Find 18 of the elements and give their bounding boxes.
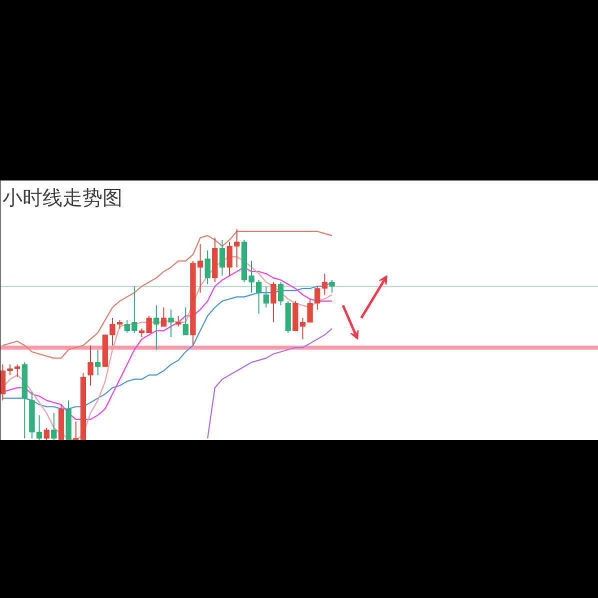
chart-title: 小时线走势图 [2, 188, 122, 210]
candlestick [270, 282, 276, 323]
candlestick [278, 282, 284, 306]
candlestick [182, 306, 188, 336]
candlestick [95, 349, 101, 376]
candlestick [51, 412, 57, 440]
candlestick [322, 273, 328, 296]
candlestick [263, 286, 269, 308]
candlestick [160, 306, 166, 327]
candlestick [44, 427, 50, 440]
candlestick [154, 304, 160, 350]
candlestick [176, 315, 182, 327]
candlestick [204, 250, 210, 285]
candlestick [168, 309, 174, 338]
candlestick [219, 239, 226, 276]
candlestick [329, 279, 335, 294]
candlestick [88, 344, 94, 386]
candlestick [256, 279, 262, 314]
